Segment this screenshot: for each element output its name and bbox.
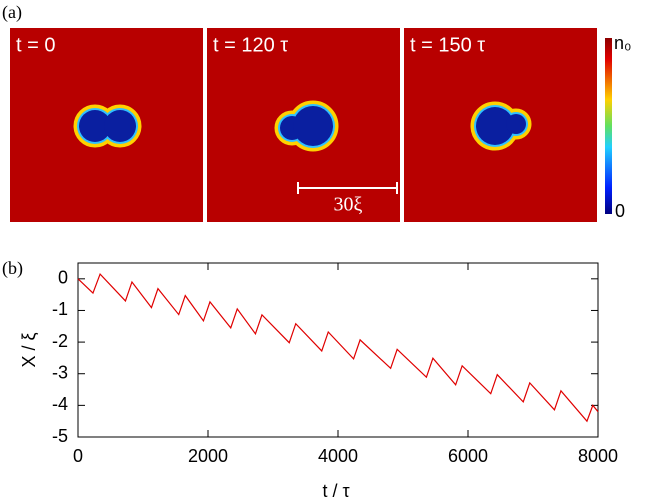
y-tick-label: -5 — [52, 426, 68, 446]
colorbar-max: n₀ — [614, 33, 631, 53]
y-tick-label: -4 — [52, 394, 68, 414]
snapshot — [207, 28, 400, 222]
x-axis-label: t / τ — [322, 481, 349, 501]
snapshot — [404, 28, 597, 222]
scale-bar-label: 30ξ — [334, 194, 363, 216]
x-tick-label: 8000 — [578, 446, 618, 466]
y-tick-label: 0 — [58, 268, 68, 288]
y-tick-label: -3 — [52, 362, 68, 382]
frame-label: t = 0 — [16, 34, 55, 56]
frame-label: t = 120 τ — [213, 34, 288, 56]
x-tick-label: 0 — [73, 446, 83, 466]
frame-label: t = 150 τ — [410, 34, 485, 56]
x-tick-label: 4000 — [318, 446, 358, 466]
plot-frame — [77, 262, 599, 438]
panel-label: (b) — [2, 258, 23, 279]
y-tick-label: -2 — [52, 331, 68, 351]
panel-label: (a) — [2, 2, 22, 23]
x-tick-label: 2000 — [188, 446, 228, 466]
colorbar-min: 0 — [615, 201, 625, 221]
y-tick-label: -1 — [52, 299, 68, 319]
data-line — [77, 272, 599, 423]
colorbar — [605, 38, 612, 214]
x-tick-label: 6000 — [448, 446, 488, 466]
snapshot — [10, 28, 203, 222]
y-axis-label: X / ξ — [19, 332, 39, 367]
